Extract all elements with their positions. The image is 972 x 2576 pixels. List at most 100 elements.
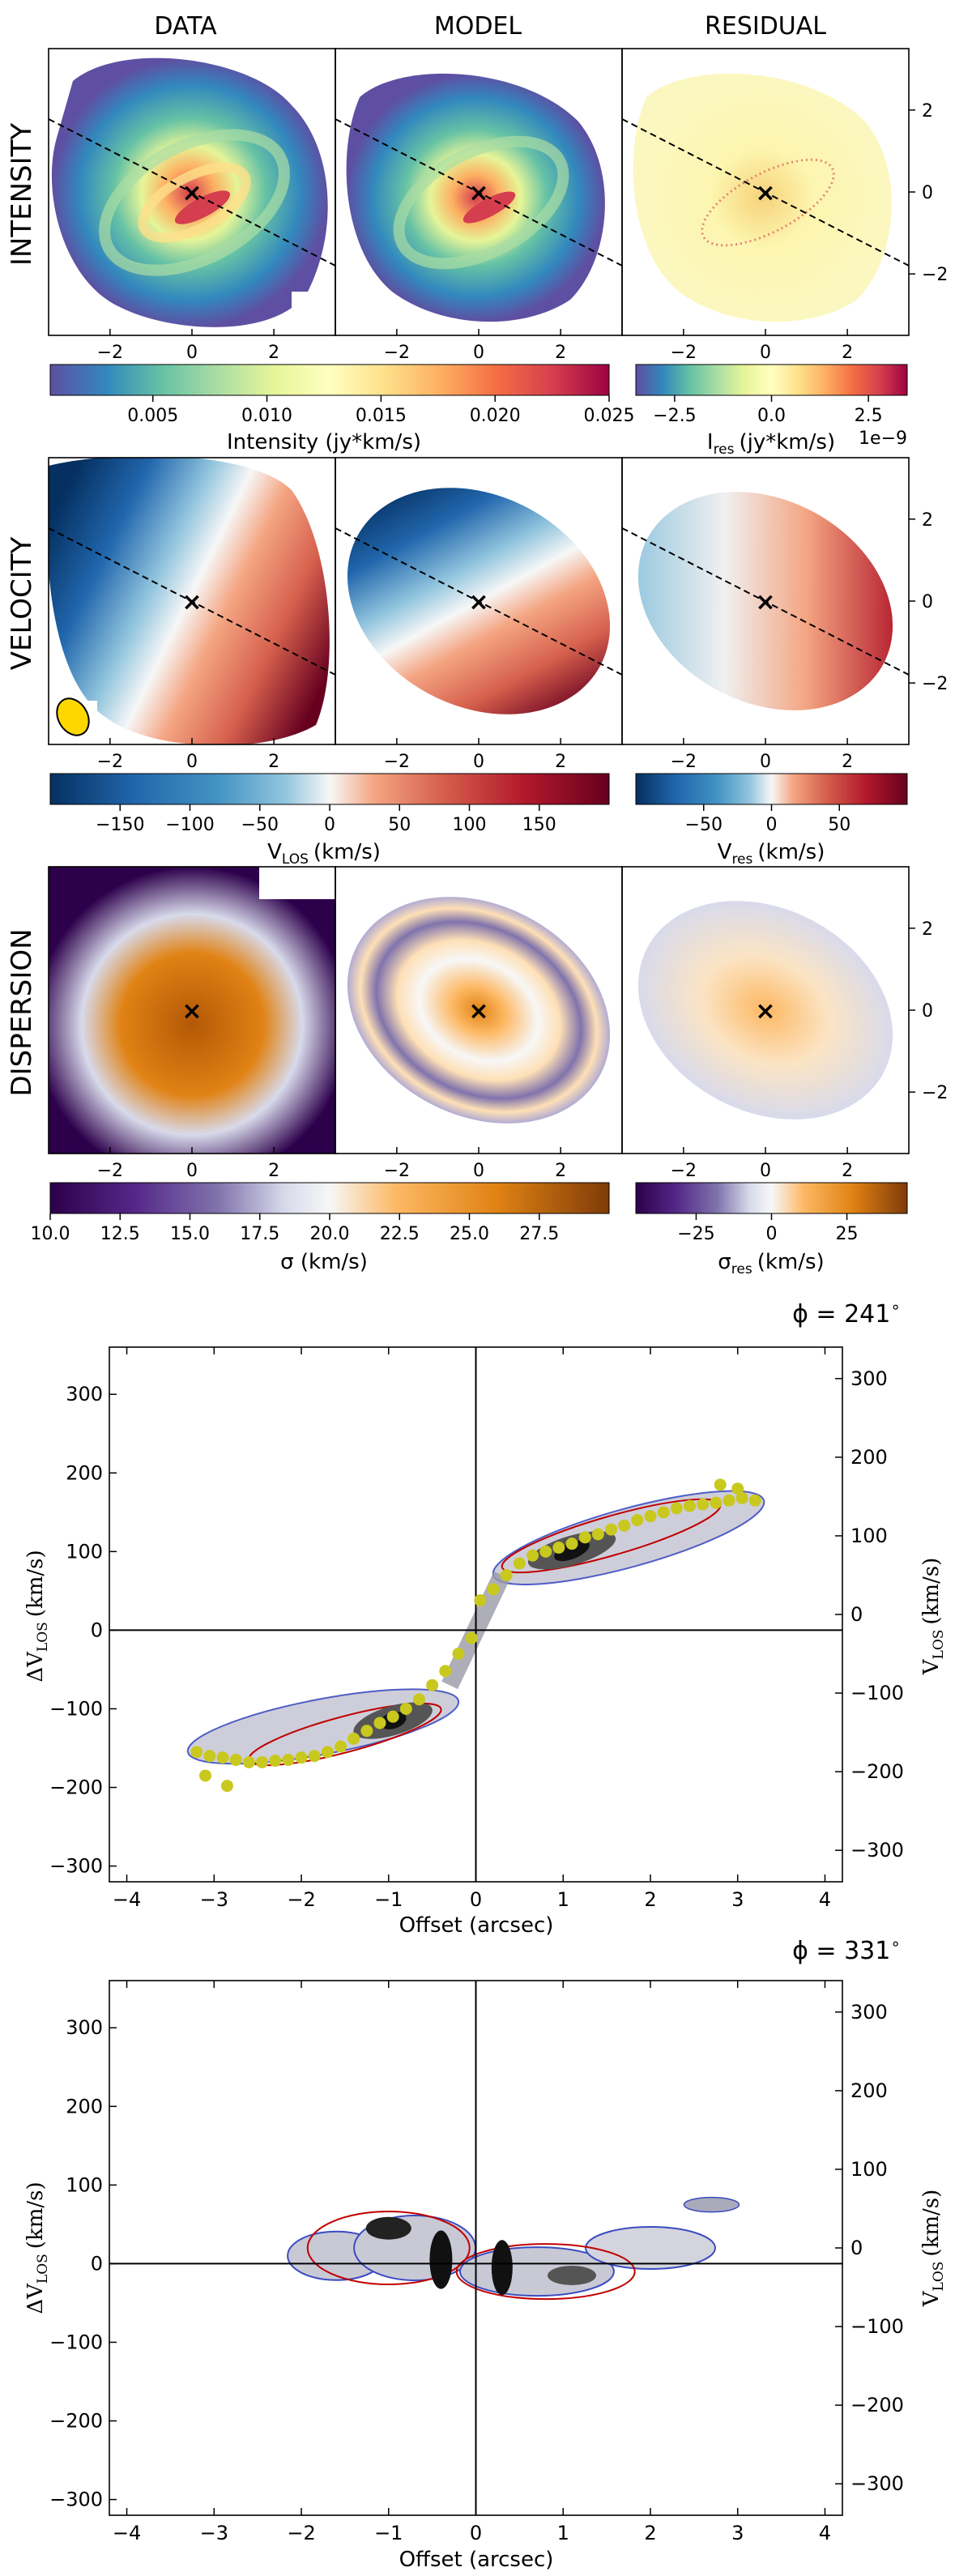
label-sub: LOS	[35, 2254, 51, 2284]
major-axis	[621, 527, 910, 676]
y-tick-label: 0	[922, 1001, 933, 1021]
x-tick-label: −2	[384, 1161, 410, 1181]
colorbar-label: Ires (jy*km/s)	[707, 430, 835, 458]
y-tick-label: 200	[66, 2095, 103, 2118]
x-tick-label: 4	[819, 1888, 831, 1911]
colorbar-tick-label: 25	[836, 1224, 859, 1244]
colorbar-tick-label: 25.0	[450, 1224, 489, 1244]
rotation-curve-point	[203, 1750, 216, 1763]
rotation-curve-point	[714, 1478, 727, 1491]
rotation-curve-point	[500, 1568, 513, 1581]
y-tick-label-right: −200	[850, 1760, 904, 1783]
phi-label: ϕ = 241	[792, 1300, 890, 1329]
colorbar-label: σ (km/s)	[280, 1250, 368, 1274]
x-tick-label: −1	[374, 2522, 403, 2544]
pv-title: ϕ = 241∘	[792, 1297, 901, 1329]
galaxy-disk	[49, 458, 330, 744]
rotation-curve-point	[657, 1506, 670, 1519]
rotation-curve-point	[256, 1755, 269, 1768]
x-tick-label: 0	[760, 343, 771, 363]
colorbar-tick-labels: 0.005 0.010 0.015 0.020 0.025 −2.5 0.0 2.5 −150 −…	[31, 395, 883, 1244]
label-main: V	[919, 2290, 944, 2307]
rotation-curve-point	[347, 1732, 360, 1745]
center-marker: ×	[755, 179, 775, 207]
rotation-curve-point	[412, 1693, 425, 1706]
x-tick-label: 2	[644, 2522, 656, 2544]
colorbar-gradient	[49, 364, 610, 396]
colorbar-tick-label: 22.5	[380, 1224, 420, 1244]
center-marker: ×	[468, 997, 488, 1026]
y-tick-label: 2	[922, 510, 933, 531]
x-tick-label: 2	[555, 1161, 566, 1181]
label-unit: (km/s)	[313, 840, 381, 864]
rotation-curve-point	[565, 1537, 578, 1550]
major-axis	[48, 118, 336, 267]
gas-gap	[259, 867, 335, 899]
colorbar-tick-label: 50	[828, 815, 850, 835]
x-tick-label: 0	[470, 1888, 482, 1911]
galaxy-disk	[633, 73, 892, 322]
y-tick-label: 2	[922, 101, 933, 122]
panel-dispersion-residual: ×	[621, 866, 910, 1154]
panel-dispersion-model: ×	[335, 866, 623, 1154]
y-tick-label: 0	[922, 183, 933, 203]
colorbar-tick-label: 0.010	[241, 406, 292, 426]
x-tick-label: 0	[473, 343, 484, 363]
x-tick-label: 2	[555, 343, 566, 363]
colorbar-tick-label: −25	[677, 1224, 714, 1244]
panel-velocity-residual: ×	[621, 457, 910, 745]
galaxy-disk	[637, 901, 893, 1120]
panel-intensity-data: ×	[48, 48, 336, 336]
colorbar-tick-label: 0.015	[356, 406, 407, 426]
colorbar-tick-label: 0.025	[584, 406, 635, 426]
rotation-curve-point	[723, 1494, 735, 1507]
colorbar-label: VLOS (km/s)	[267, 840, 381, 868]
colorbar-velocity: VLOS (km/s)	[49, 773, 610, 868]
row-title-intensity: INTENSITY	[6, 123, 38, 267]
x-tick-label: 2	[555, 752, 566, 772]
x-tick-label: −2	[97, 752, 123, 772]
x-tick-label: 0	[760, 752, 771, 772]
colorbar-gradient	[49, 1182, 610, 1214]
pv-diagram-minor: ϕ = 331∘ −4 −3 −2 −1 0 1 2 3 4 300 200 100 0 −100 −200…	[23, 1934, 947, 2572]
x-tick-label: −2	[287, 1888, 315, 1911]
colorbar-scale-note: 1e−9	[859, 429, 907, 449]
pv-title: ϕ = 331∘	[792, 1934, 901, 1965]
x-tick-label: −2	[671, 1161, 697, 1181]
pv-blob	[429, 2230, 453, 2289]
label-unit: (km/s)	[919, 2190, 944, 2257]
pv-blob	[548, 2265, 597, 2285]
column-title-data: DATA	[154, 12, 217, 41]
y-tick-label: 300	[66, 1383, 103, 1405]
x-tick-label: −3	[200, 2522, 228, 2544]
pv-blob	[455, 2243, 636, 2301]
x-tick-label: 2	[842, 343, 853, 363]
rotation-curve-point	[644, 1510, 657, 1523]
row-title-velocity: VELOCITY	[6, 537, 38, 671]
x-tick-label: −2	[97, 1161, 123, 1181]
rotation-curve-point	[474, 1594, 487, 1607]
column-title-model: MODEL	[434, 12, 522, 41]
nucleus	[463, 191, 516, 224]
rotation-curve-point	[360, 1725, 373, 1738]
colorbar-tick-label: 27.5	[519, 1224, 559, 1244]
x-axis-label: Offset (arcsec)	[399, 1913, 554, 1938]
rotation-curve-point	[229, 1754, 242, 1767]
rotation-curve-point	[199, 1769, 212, 1782]
x-tick-label: −2	[287, 2522, 315, 2544]
x-tick-label: 2	[268, 343, 279, 363]
y-tick-label: −200	[49, 1776, 103, 1799]
pv-blob	[554, 1540, 590, 1562]
y-axis-label-left: ΔVLOS (km/s)	[23, 2181, 51, 2314]
colorbar-dispersion-residual: σres (km/s)	[635, 1182, 908, 1277]
phi-label: ϕ = 331	[792, 1937, 890, 1965]
y-tick-label-right: −300	[850, 1839, 904, 1862]
colorbar-tick-label: 2.5	[855, 406, 883, 426]
x-tick-label: −4	[113, 1888, 141, 1911]
y-tick-label: −200	[49, 2410, 103, 2433]
x-tick-label: −2	[384, 343, 410, 363]
y-tick-label-right: 0	[850, 1603, 863, 1626]
map-tick-labels: −2 0 2 −2 0 2 −2 0 2 2 0 −2 −2 0 2 −2 0 2 −2 0 2 2 0 −2 −2 0 2 −2 0 2…	[97, 101, 949, 1181]
label-sub: LOS	[931, 1630, 947, 1660]
x-tick-label: 2	[842, 752, 853, 772]
